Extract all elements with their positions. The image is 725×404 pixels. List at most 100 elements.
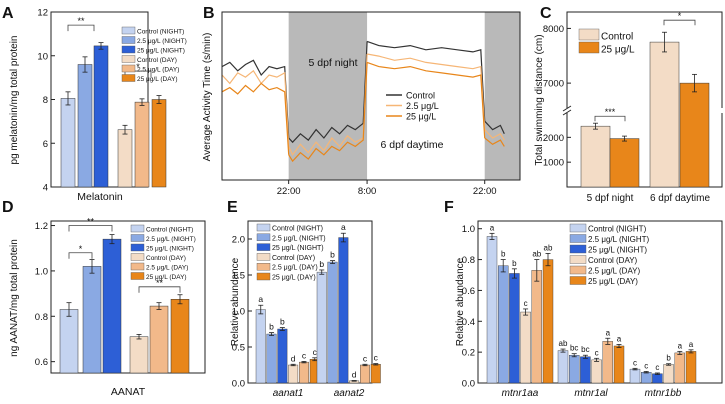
panel-a-y-tick-label: 4: [43, 183, 48, 194]
panel-f-legend-entry: 25 μg/L (DAY): [588, 277, 638, 286]
panel-a-x-label: Melatonin: [77, 191, 123, 203]
panel-f-bar: [557, 350, 569, 384]
panel-f-y-tick-label: 0.6: [462, 286, 475, 297]
panel-f-letter: c: [595, 348, 599, 357]
panel-b-night-shade: [288, 12, 368, 180]
panel-f-legend-swatch: [569, 265, 587, 275]
panel-f-letter: a: [617, 334, 622, 343]
panel-b-x-label: 22:00: [277, 186, 301, 197]
panel-e-letter: d: [291, 353, 296, 363]
panel-f-legend-entry: 25 μg/L (NIGHT): [588, 246, 647, 255]
panel-a-night-bracket: [67, 24, 95, 32]
panel-c-bar: [580, 125, 611, 188]
panel-f-legend-entry: 2.5 μg/L (DAY): [588, 267, 641, 276]
panel-e-letter: b: [269, 322, 274, 332]
panel-f-x-label: mtnr1al: [574, 388, 608, 399]
panel-d-legend-entry: 2.5 μg/L (NIGHT): [146, 236, 196, 243]
panel-f-letter: b: [501, 250, 506, 259]
panel-d-bar: [59, 309, 79, 374]
panel-c-y-tick-label: 8000: [543, 24, 564, 35]
panel-d-x-label: AANAT: [111, 386, 146, 398]
panel-e-legend-entry: 25 μg/L (DAY): [272, 275, 316, 282]
panel-c-night-significance: ***: [605, 107, 616, 117]
panel-f-bar: [509, 273, 520, 384]
panel-f-legend-swatch: [569, 244, 587, 254]
panel-b-legend-entry: Control: [406, 91, 435, 101]
panel-f-legend-entry: 2.5 μg/L (NIGHT): [588, 235, 650, 244]
panel-f-x-label: mtnr1bb: [645, 388, 682, 399]
panel-f-letter: a: [606, 328, 611, 337]
panel-a-bar: [151, 99, 167, 188]
panel-f-bar: [674, 352, 685, 384]
panel-a-legend-swatch: [121, 64, 136, 73]
panel-a-y-label: pg melatonin/mg total protein: [9, 36, 20, 165]
panel-b-series-line: [484, 129, 505, 141]
panel-e-legend-entry: 25 μg/L (NIGHT): [272, 245, 324, 252]
panel-b-series-line: [484, 137, 505, 147]
panel-c-bar: [609, 138, 640, 188]
panel-e-bar: [266, 333, 277, 384]
panel-d-legend-entry: Control (DAY): [146, 255, 186, 262]
panel-label-b: B: [203, 5, 215, 22]
panel-f-bar: [520, 311, 531, 384]
panel-f-legend-entry: Control (DAY): [588, 256, 638, 265]
panel-a-bar: [60, 98, 76, 188]
panel-label-d: D: [2, 199, 14, 216]
panel-a-legend-entry: 2.5 μg/L (DAY): [137, 67, 179, 74]
panel-d-y-tick-label: 1.2: [35, 221, 48, 232]
panel-e-x-label: aanat2: [334, 388, 365, 399]
panel-b-series-line: [221, 69, 290, 147]
panel-c-legend-entry: Control: [601, 32, 633, 43]
panel-c-bar: [679, 82, 710, 188]
panel-f-letter: ab: [559, 339, 568, 348]
panel-c-frame: [566, 11, 723, 188]
panel-d-bar: [102, 238, 122, 374]
panel-d-day-bracket: [138, 286, 181, 293]
panel-c-x-label: 5 dpf night: [587, 193, 634, 204]
panel-a-legend-swatch: [121, 26, 136, 35]
panel-b-night-shade: [484, 12, 520, 180]
panel-f-bar: [663, 364, 674, 384]
panel-d-legend-swatch: [130, 253, 145, 261]
panel-a-legend-entry: Control (NIGHT): [137, 29, 184, 36]
panel-f-y-tick-label: 1.0: [462, 224, 475, 235]
panel-a-bar: [93, 45, 109, 188]
panel-b-x-label: 8:00: [358, 186, 377, 197]
panel-b-night-label: 5 dpf night: [308, 57, 357, 69]
panel-a-legend-entry: 25 μg/L (DAY): [137, 76, 178, 83]
panel-d-legend-swatch: [130, 243, 145, 252]
panel-e-bar: [316, 271, 327, 384]
panel-d-y-tick-label: 0.6: [35, 357, 48, 368]
panel-a-legend-entry: 2.5 μg/L (NIGHT): [137, 38, 187, 45]
panel-a-day-significance: *: [136, 62, 140, 72]
panel-e-letter: c: [313, 347, 318, 357]
panel-d-legend-swatch: [130, 262, 145, 271]
panel-c-day-significance: *: [678, 11, 682, 21]
panel-d-legend-entry: Control (NIGHT): [146, 227, 193, 234]
panel-e-letter: c: [302, 350, 307, 360]
panel-c-break-mark: [562, 109, 572, 116]
panel-f-legend-swatch: [569, 276, 587, 285]
panel-e-bar: [360, 364, 370, 384]
panel-a-legend-swatch: [121, 74, 136, 82]
panel-e-bar: [299, 361, 309, 384]
panel-c-legend-swatch: [578, 28, 600, 41]
panel-c-y-label: Total swimming distance (cm): [534, 34, 545, 165]
panel-f-bar: [685, 351, 697, 384]
panel-f-legend-swatch: [569, 234, 587, 243]
panel-d-y-tick-label: 0.8: [35, 312, 48, 323]
panel-c-night-bracket: [594, 115, 626, 122]
panel-c-y-tick-label: 2000: [543, 133, 564, 144]
panel-f-letter: c: [633, 358, 637, 367]
panel-e-letter: b: [280, 317, 285, 327]
panel-e-letter: a: [341, 222, 346, 232]
panel-d-legend-swatch: [130, 234, 145, 242]
panel-a-y-tick-label: 8: [43, 95, 48, 106]
panel-e-legend-swatch: [256, 272, 271, 281]
panel-f-letter: bc: [570, 344, 578, 353]
panel-f-letter: a: [678, 341, 683, 350]
panel-b-x-label: 22:00: [473, 186, 497, 197]
panel-f-legend-entry: Control (NIGHT): [588, 225, 647, 234]
panel-label-c: C: [540, 5, 552, 22]
